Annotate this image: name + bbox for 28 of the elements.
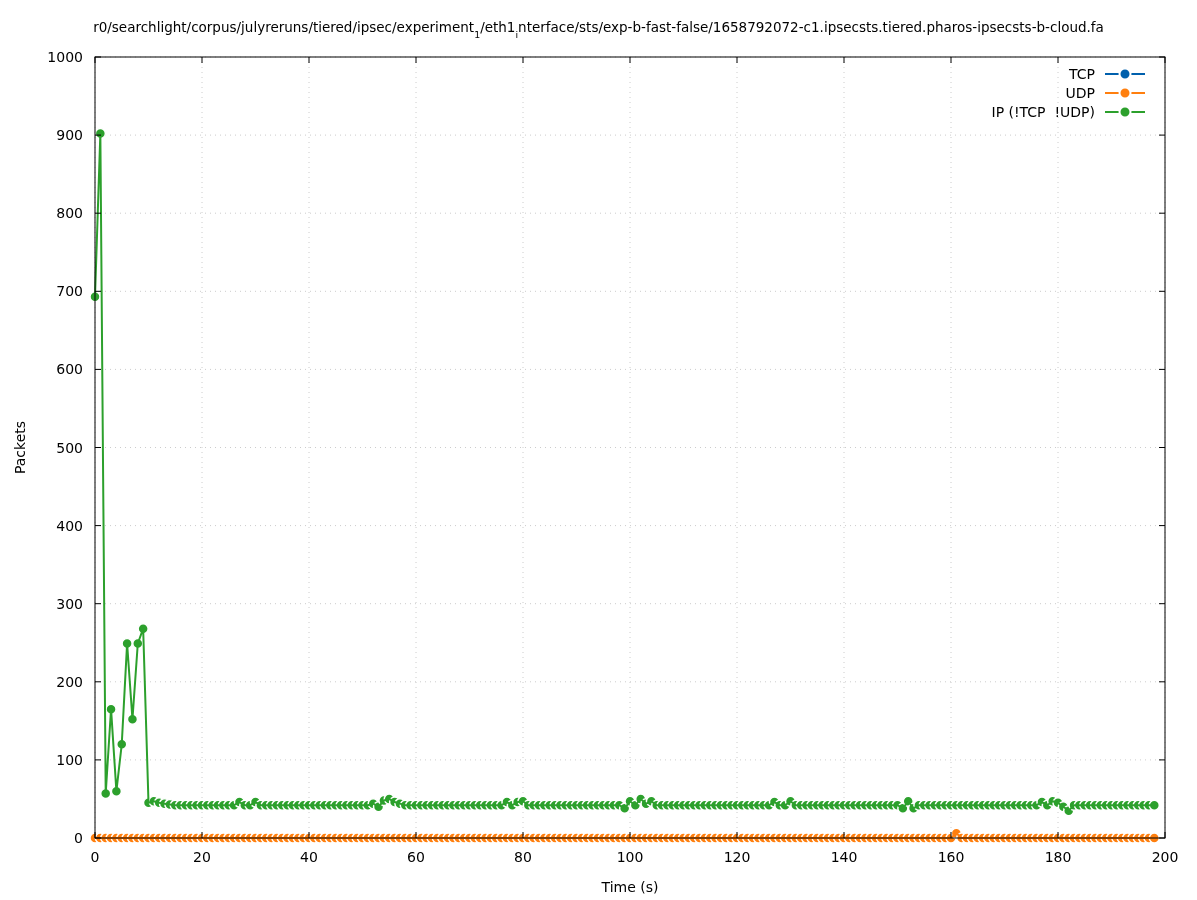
x-tick-label: 180 <box>1044 849 1072 865</box>
chart-title: r0/searchlight/corpus/julyreruns/tiered/ipsec/experiment$_{1}$/eth1$_{i}$nterface/sts/exp-b-fast-false/1658792072-c1.ipsecsts.tiered.pharos-ipsecsts-b-cloud.fa <box>93 19 1104 40</box>
y-axis-title: Packets <box>12 420 28 475</box>
y-tick-label: 400 <box>56 517 83 534</box>
x-axis-title: Time (s) <box>600 879 659 895</box>
y-tick-label: 200 <box>56 673 83 690</box>
x-tick-label: 100 <box>616 849 644 865</box>
y-tick-label: 100 <box>56 751 83 768</box>
x-tick-label: 120 <box>723 849 751 865</box>
x-tick-label: 60 <box>407 849 425 865</box>
y-tick-label: 800 <box>56 205 83 222</box>
x-tick-label: 140 <box>830 849 858 865</box>
legend-label: IP (!TCP !UDP) <box>991 104 1095 120</box>
legend-label: TCP <box>1068 66 1095 82</box>
y-tick-label: 600 <box>56 361 83 378</box>
y-tick-label: 700 <box>56 283 83 300</box>
x-tick-label: 200 <box>1151 849 1179 865</box>
x-tick-label: 80 <box>514 849 532 865</box>
legend-label: UDP <box>1065 85 1095 101</box>
y-tick-label: 1000 <box>47 49 83 65</box>
y-tick-label: 300 <box>56 595 83 612</box>
x-tick-label: 160 <box>937 849 965 865</box>
x-tick-label: 40 <box>300 849 318 865</box>
x-tick-label: 0 <box>90 849 100 865</box>
y-tick-label: 900 <box>56 127 83 144</box>
x-tick-label: 20 <box>193 849 211 865</box>
y-tick-label: 500 <box>56 439 83 456</box>
y-tick-label: 0 <box>74 830 83 846</box>
